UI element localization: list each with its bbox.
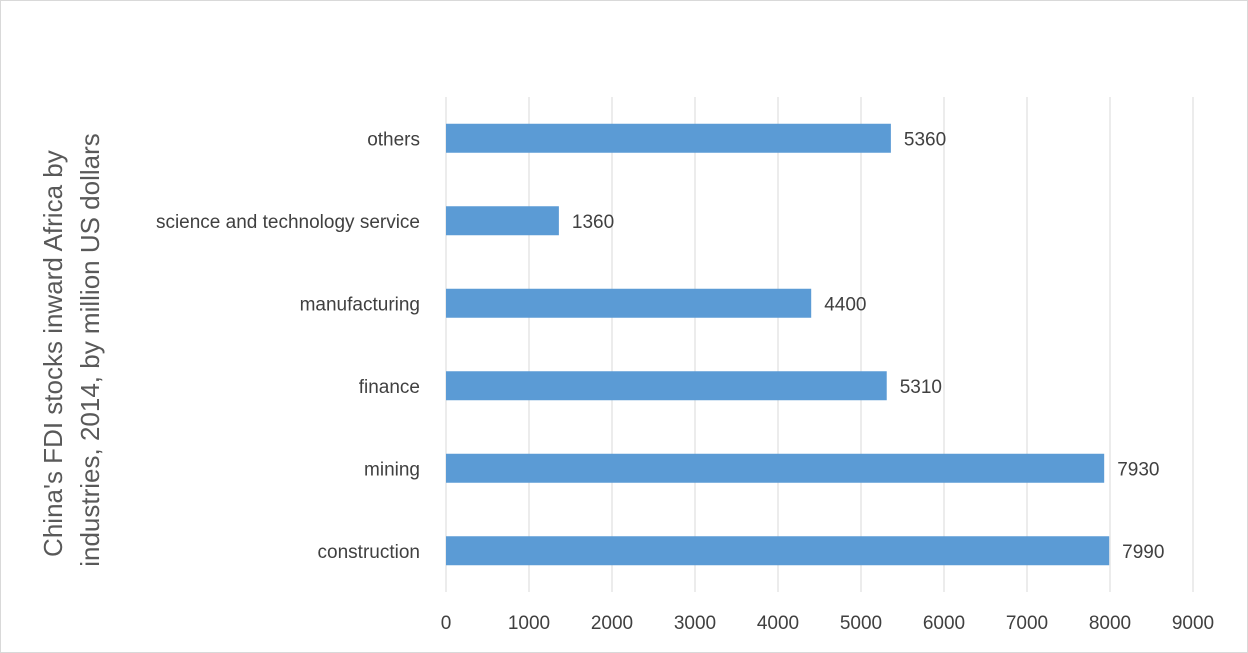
x-tick-label: 7000 bbox=[1006, 613, 1048, 634]
data-label: 1360 bbox=[572, 212, 614, 233]
data-label: 7930 bbox=[1117, 459, 1159, 480]
bar-science-and-technology-service bbox=[446, 206, 559, 236]
data-label: 5360 bbox=[904, 129, 946, 150]
category-label: finance bbox=[359, 377, 420, 398]
y-axis-title: China's FDI stocks inward Africa by indu… bbox=[38, 133, 105, 567]
x-tick-label: 1000 bbox=[508, 613, 550, 634]
bars bbox=[446, 123, 1110, 566]
bar-construction bbox=[446, 536, 1110, 566]
data-label: 7990 bbox=[1122, 542, 1164, 563]
category-label: manufacturing bbox=[300, 294, 420, 315]
gridlines bbox=[445, 97, 1194, 592]
data-labels: 7990 7930 5310 4400 1360 5360 bbox=[572, 129, 1165, 563]
x-tick-label: 8000 bbox=[1089, 613, 1131, 634]
x-tick-label: 0 bbox=[441, 613, 452, 634]
x-tick-label: 9000 bbox=[1172, 613, 1214, 634]
category-label: others bbox=[367, 129, 420, 150]
category-label: construction bbox=[318, 542, 420, 563]
bar-others bbox=[446, 123, 891, 153]
x-tick-labels: 0 1000 2000 3000 4000 5000 6000 7000 8000 9000 bbox=[441, 613, 1214, 634]
category-label: mining bbox=[364, 459, 420, 480]
y-axis-title-line-1: China's FDI stocks inward Africa by bbox=[38, 150, 68, 557]
data-label: 5310 bbox=[900, 377, 942, 398]
category-label: science and technology service bbox=[156, 212, 420, 233]
bar-finance bbox=[446, 371, 887, 401]
x-tick-label: 2000 bbox=[591, 613, 633, 634]
x-tick-label: 3000 bbox=[674, 613, 716, 634]
x-tick-label: 4000 bbox=[757, 613, 799, 634]
data-label: 4400 bbox=[824, 294, 866, 315]
x-tick-label: 5000 bbox=[840, 613, 882, 634]
bar-mining bbox=[446, 453, 1105, 483]
x-tick-label: 6000 bbox=[923, 613, 965, 634]
y-axis-title-line-2: industries, 2014, by million US dollars bbox=[75, 133, 105, 567]
category-labels: construction mining finance manufacturing sc… bbox=[156, 129, 420, 563]
bar-manufacturing bbox=[446, 288, 812, 318]
